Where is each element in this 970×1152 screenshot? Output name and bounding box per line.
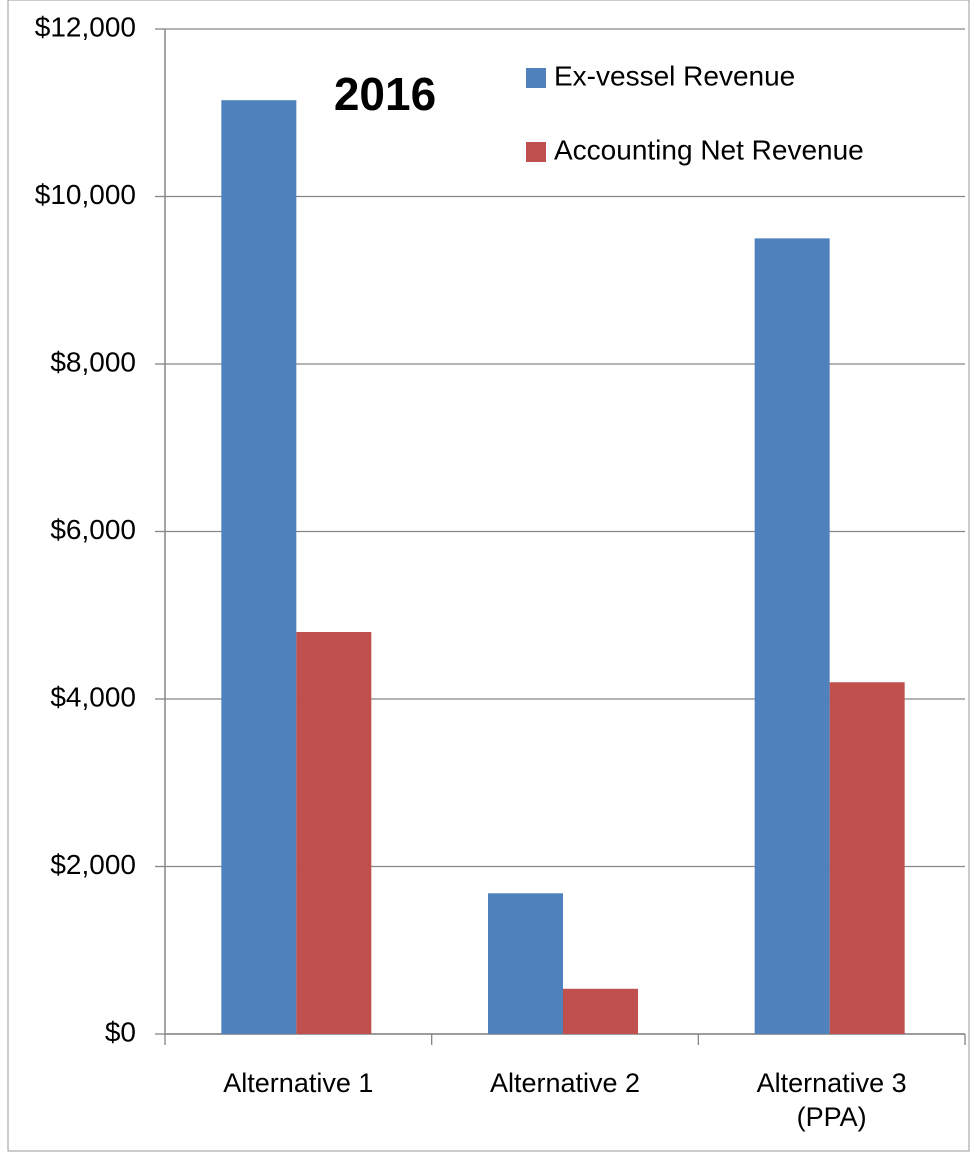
- y-tick-label: $12,000: [35, 11, 136, 42]
- x-tick-label: Alternative 2: [489, 1068, 641, 1098]
- y-tick-label: $10,000: [35, 179, 136, 210]
- bar: [754, 238, 830, 1034]
- legend-swatch: [526, 68, 546, 88]
- y-tick-label: $0: [105, 1016, 136, 1047]
- y-tick-label: $6,000: [50, 514, 136, 545]
- y-tick-label: $8,000: [50, 346, 136, 377]
- x-tick-label: Alternative 1: [223, 1068, 374, 1098]
- x-tick-label: Alternative 3 (PPA): [756, 1068, 907, 1132]
- bar: [829, 682, 905, 1034]
- y-tick-label: $2,000: [50, 849, 136, 880]
- frame: [7, 0, 970, 1152]
- y-tick-label: $4,000: [50, 681, 136, 712]
- legend-label: Ex-vessel Revenue: [554, 60, 795, 91]
- bar: [563, 988, 638, 1034]
- legend-swatch: [526, 142, 546, 162]
- bar: [221, 100, 297, 1034]
- legend-label: Accounting Net Revenue: [554, 134, 864, 165]
- bar: [488, 893, 563, 1034]
- chart-title: 2016: [334, 68, 436, 120]
- bar: [296, 632, 372, 1034]
